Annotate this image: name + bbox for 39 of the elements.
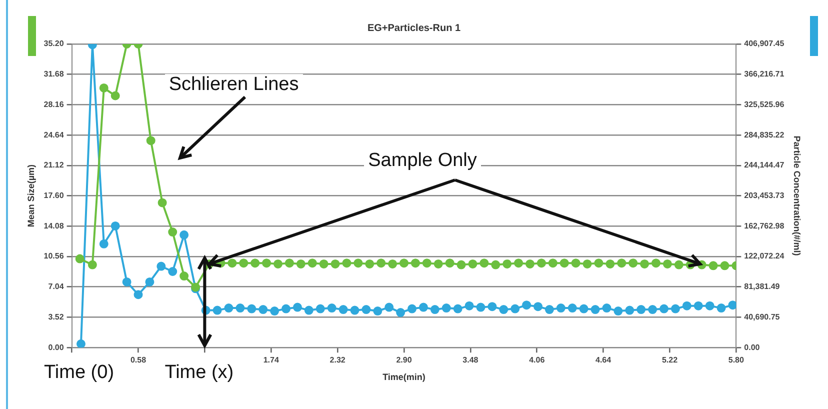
x-axis-title: Time(min)	[382, 372, 426, 382]
x-tick-label: 2.90	[396, 356, 412, 365]
y-tick-label: 35.20	[44, 39, 64, 48]
y2-tick-label: 203,453.73	[744, 191, 785, 200]
y2-tick-label: 122,072.24	[744, 252, 785, 261]
y2-tick-label: 244,144.47	[744, 160, 785, 170]
y-tick-label: 10.56	[44, 252, 64, 261]
y-tick-label: 28.16	[44, 100, 64, 109]
x-tick-label: 5.22	[662, 356, 678, 365]
y-axis-title: Mean Size(µm)	[26, 164, 36, 228]
x-tick-label: 4.06	[529, 356, 546, 365]
y-tick-label: 24.64	[44, 130, 64, 140]
y-tick-label: 7.04	[48, 282, 64, 292]
y-tick-label: 14.08	[44, 221, 64, 230]
y2-tick-label: 406,907.45	[744, 39, 785, 48]
x-tick-label: 2.32	[330, 356, 346, 365]
y2-tick-label: 162,762.98	[744, 221, 785, 230]
y2-tick-label: 366,216.71	[744, 70, 785, 79]
x-tick-label: 0.58	[130, 356, 147, 365]
y2-axis-title: Particle Concentration(#/ml)	[792, 136, 802, 256]
y-tick-label: 17.60	[44, 191, 64, 200]
annotation: Sample Only	[364, 150, 481, 172]
y2-tick-label: 0.00	[744, 342, 760, 352]
x-tick-label: 4.64	[596, 356, 612, 365]
y-tick-label: 3.52	[48, 312, 64, 322]
y2-tick-label: 284,835.22	[744, 130, 785, 140]
y2-tick-label: 325,525.96	[744, 100, 785, 109]
y2-tick-label: 40,690.75	[744, 312, 780, 322]
x-tick-label: 5.80	[728, 356, 744, 365]
x-tick-label: 1.74	[263, 356, 280, 365]
y-tick-label: 31.68	[44, 70, 64, 79]
y-tick-label: 21.12	[44, 160, 64, 170]
x-tick-label: 3.48	[462, 356, 479, 365]
text: Time (0)	[40, 362, 118, 384]
y-tick-label: 0.00	[48, 342, 64, 352]
ref-line-label: Time (x)	[160, 362, 238, 384]
chart-title: EG+Particles-Run 1	[367, 22, 461, 34]
y2-tick-label: 81,381.49	[744, 282, 780, 292]
annotation: Schlieren Lines	[164, 74, 303, 96]
